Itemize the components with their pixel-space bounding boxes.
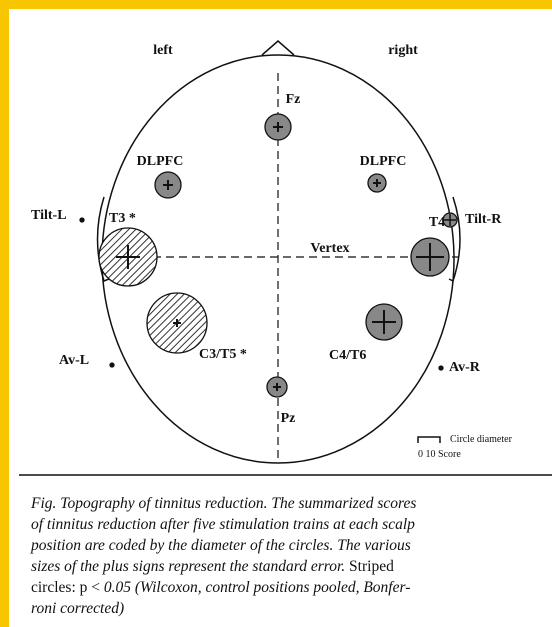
caption-text: position are coded by the diameter of th… — [31, 537, 411, 554]
caption-text: 0.05 (Wilcoxon, control positions pooled… — [103, 579, 411, 596]
caption-text: Striped — [349, 558, 394, 575]
caption-line: roni corrected) — [31, 598, 551, 619]
caption-line: circles: p < 0.05 (Wilcoxon, control pos… — [31, 577, 551, 598]
caption-line: sizes of the plus signs represent the st… — [31, 556, 551, 577]
dot-av-l — [109, 362, 115, 368]
label-t4: T4 — [429, 215, 445, 230]
caption-text: circles: p < — [31, 579, 100, 596]
dot-tilt-l — [79, 217, 85, 223]
legend-bracket — [417, 436, 441, 443]
dot-av-r — [438, 365, 444, 371]
label-dlpfc-left: DLPFC — [137, 154, 184, 169]
caption-line: position are coded by the diameter of th… — [31, 535, 551, 556]
score-circles — [79, 113, 458, 398]
label-left: left — [153, 43, 173, 58]
label-c4t6: C4/T6 — [329, 348, 366, 363]
legend-scale: 0 10 Score — [418, 449, 461, 460]
label-pz: Pz — [281, 411, 296, 426]
label-tilt-l: Tilt-L — [31, 208, 67, 223]
label-right: right — [388, 43, 418, 58]
label-vertex: Vertex — [310, 241, 349, 256]
caption: Fig. Topography of tinnitus reduction. T… — [31, 493, 551, 619]
caption-text: roni corrected) — [31, 600, 125, 617]
label-fz: Fz — [286, 92, 301, 107]
legend-title: Circle diameter — [450, 434, 513, 445]
label-dlpfc-right: DLPFC — [360, 154, 407, 169]
label-c3t5: C3/T5 * — [199, 347, 247, 362]
caption-text: Fig. Topography of tinnitus reduction. T… — [31, 495, 417, 512]
label-tilt-r: Tilt-R — [465, 212, 502, 227]
caption-line: of tinnitus reduction after five stimula… — [31, 514, 551, 535]
label-av-l: Av-L — [59, 353, 89, 368]
caption-text: of tinnitus reduction after five stimula… — [31, 516, 415, 533]
crosshair — [101, 73, 459, 459]
label-av-r: Av-R — [449, 360, 481, 375]
caption-line: Fig. Topography of tinnitus reduction. T… — [31, 493, 551, 514]
topography-figure: left right Fz DLPFC DLPFC Tilt-L T3 * Ve… — [19, 40, 552, 476]
label-t3: T3 * — [109, 211, 136, 226]
caption-text: sizes of the plus signs represent the st… — [31, 558, 346, 575]
